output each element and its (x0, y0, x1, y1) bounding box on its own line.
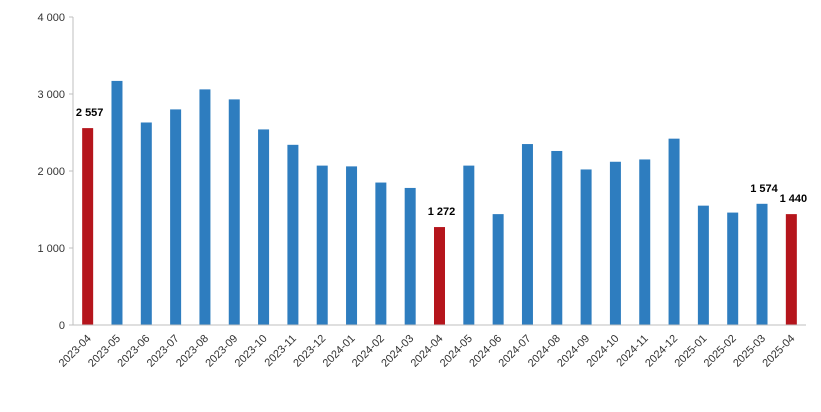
bar-2024-02 (375, 182, 387, 325)
y-tick-label: 4 000 (37, 12, 65, 24)
bar-2024-07 (521, 144, 533, 325)
y-tick-label: 0 (59, 320, 65, 332)
bar-2023-12 (316, 165, 328, 325)
bar-2025-03 (756, 203, 768, 325)
bar-2023-04 (82, 128, 94, 325)
bar-2024-05 (463, 165, 475, 325)
bar-2023-05 (111, 80, 123, 325)
bar-2023-09 (228, 99, 240, 325)
bar-2024-08 (551, 150, 563, 325)
bar-2024-06 (492, 214, 504, 325)
y-tick-label: 3 000 (37, 89, 65, 101)
bar-2023-11 (287, 144, 299, 325)
bar-2023-08 (199, 89, 211, 325)
data-label: 2 557 (76, 107, 104, 119)
bar-2024-09 (580, 169, 592, 325)
bar-2025-04 (785, 214, 797, 325)
data-label: 1 440 (780, 193, 808, 205)
bars (82, 80, 797, 326)
bar-2024-04 (434, 227, 445, 325)
bar-2024-10 (609, 161, 621, 325)
bar-2024-01 (346, 166, 358, 325)
x-tick-label: 2024-10 (585, 333, 622, 370)
bar-2024-03 (404, 187, 416, 325)
bar-2024-11 (639, 159, 651, 325)
bar-2024-12 (668, 138, 680, 325)
y-tick-label: 1 000 (37, 243, 65, 255)
bar-2025-01 (697, 205, 709, 325)
data-label: 1 574 (750, 183, 778, 195)
x-axis: 2023-042023-052023-062023-072023-082023-… (57, 324, 806, 370)
bar-2025-02 (727, 212, 739, 325)
x-tick-label: 2025-04 (760, 333, 797, 370)
y-tick-label: 2 000 (37, 166, 65, 178)
y-axis: 0 1 000 2 000 3 000 4 000 (37, 12, 74, 332)
bar-2023-10 (258, 129, 270, 325)
bar-2023-06 (140, 122, 152, 326)
x-tick-label: 2023-10 (233, 333, 270, 370)
bar-2023-07 (170, 109, 182, 326)
data-label: 1 272 (428, 206, 456, 218)
